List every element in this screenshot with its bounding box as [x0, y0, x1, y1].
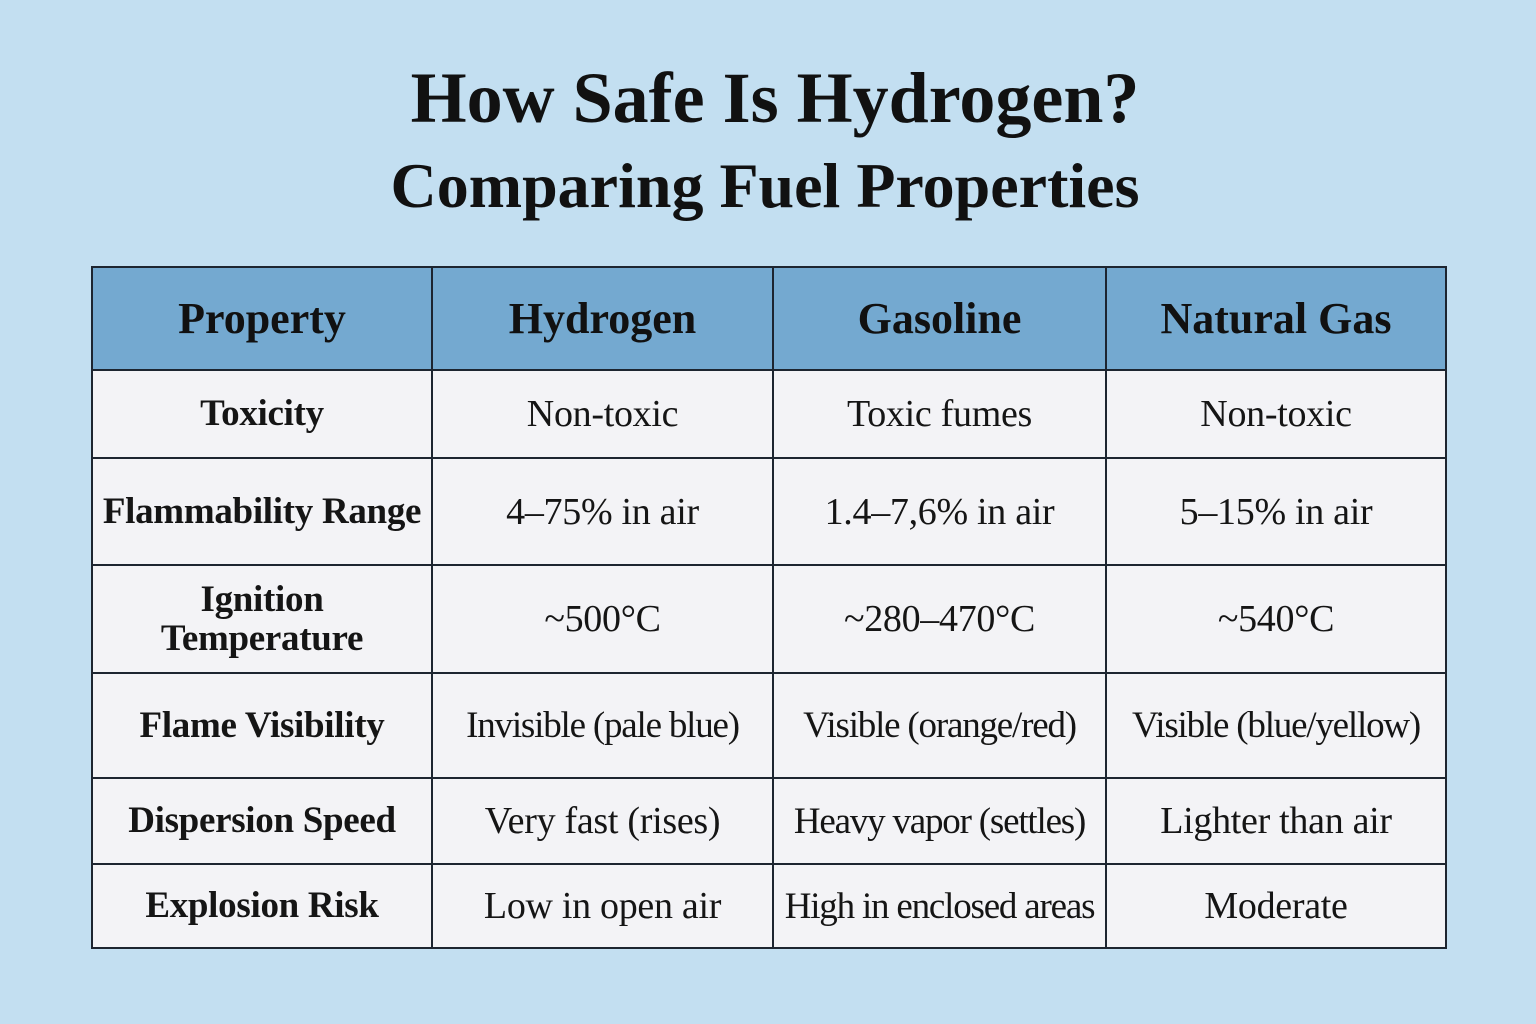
gasoline-cell: 1.4–7,6% in air: [772, 457, 1107, 566]
natural-gas-cell: Moderate: [1105, 863, 1447, 949]
title-block: How Safe Is Hydrogen? Comparing Fuel Pro…: [0, 62, 1536, 218]
gasoline-cell: Toxic fumes: [772, 369, 1107, 459]
gasoline-cell: Heavy vapor (settles): [772, 777, 1107, 865]
table-row-dispersion-speed: Dispersion Speed Very fast (rises) Heavy…: [91, 777, 1447, 865]
table-row-toxicity: Toxicity Non-toxic Toxic fumes Non-toxic: [91, 369, 1447, 459]
table-row-flammability-range: Flammability Range 4–75% in air 1.4–7,6%…: [91, 457, 1447, 566]
property-cell: Explosion Risk: [91, 863, 433, 949]
table-row-flame-visibility: Flame Visibility Invisible (pale blue) V…: [91, 672, 1447, 779]
property-cell: Toxicity: [91, 369, 433, 459]
gasoline-cell: High in enclosed areas: [772, 863, 1107, 949]
page-title: How Safe Is Hydrogen?: [410, 58, 1140, 138]
hydrogen-cell: Invisible (pale blue): [431, 672, 774, 779]
hydrogen-cell: 4–75% in air: [431, 457, 774, 566]
hydrogen-cell: Non-toxic: [431, 369, 774, 459]
natural-gas-cell: Non-toxic: [1105, 369, 1447, 459]
hydrogen-cell: Low in open air: [431, 863, 774, 949]
page-subtitle: Comparing Fuel Properties: [390, 150, 1140, 221]
property-cell: Dispersion Speed: [91, 777, 433, 865]
fuel-comparison-table: Property Hydrogen Gasoline Natural Gas T…: [91, 266, 1447, 949]
header-property: Property: [91, 266, 433, 371]
header-hydrogen: Hydrogen: [431, 266, 774, 371]
hydrogen-cell: Very fast (rises): [431, 777, 774, 865]
natural-gas-cell: Visible (blue/yellow): [1105, 672, 1447, 779]
header-natural-gas: Natural Gas: [1105, 266, 1447, 371]
property-cell: Ignition Temperature: [91, 564, 433, 674]
table-row-explosion-risk: Explosion Risk Low in open air High in e…: [91, 863, 1447, 949]
property-cell: Flammability Range: [91, 457, 433, 566]
natural-gas-cell: 5–15% in air: [1105, 457, 1447, 566]
natural-gas-cell: Lighter than air: [1105, 777, 1447, 865]
gasoline-cell: Visible (orange/red): [772, 672, 1107, 779]
header-gasoline: Gasoline: [772, 266, 1107, 371]
comparison-table-container: Property Hydrogen Gasoline Natural Gas T…: [91, 266, 1447, 949]
table-row-ignition-temperature: Ignition Temperature ~500°C ~280–470°C ~…: [91, 564, 1447, 674]
natural-gas-cell: ~540°C: [1105, 564, 1447, 674]
hydrogen-cell: ~500°C: [431, 564, 774, 674]
property-cell: Flame Visibility: [91, 672, 433, 779]
table-header-row: Property Hydrogen Gasoline Natural Gas: [91, 266, 1447, 371]
gasoline-cell: ~280–470°C: [772, 564, 1107, 674]
